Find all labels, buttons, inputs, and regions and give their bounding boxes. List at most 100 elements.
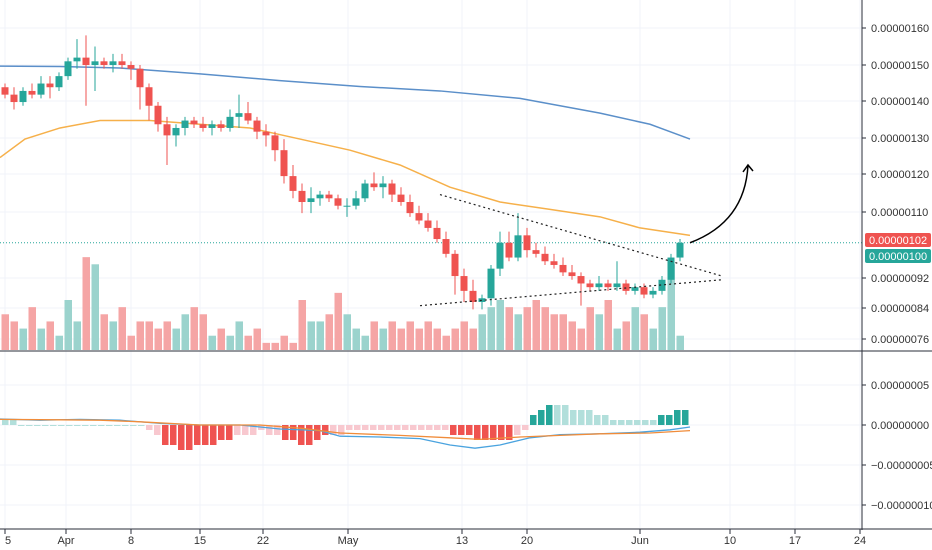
macd-histogram-bar: [170, 425, 177, 445]
macd-histogram-bar: [50, 425, 57, 426]
macd-histogram-bar: [82, 425, 89, 426]
macd-histogram-bar: [602, 415, 609, 425]
volume-bar: [523, 307, 531, 350]
volume-bar: [397, 328, 405, 350]
candle-body: [298, 190, 306, 203]
macd-histogram-bar: [146, 425, 153, 430]
volume-bar: [640, 314, 648, 350]
candle-body: [361, 183, 369, 199]
macd-panel[interactable]: [0, 405, 691, 450]
candle-body: [397, 194, 405, 203]
macd-histogram-bar: [354, 425, 361, 430]
candle-body: [460, 276, 468, 291]
candle-body: [235, 113, 243, 117]
volume-bar: [64, 300, 72, 350]
candle-body: [343, 205, 351, 207]
macd-tick-label: −0.00000010: [871, 500, 932, 512]
candle-body: [154, 105, 162, 125]
candle-body: [631, 287, 639, 291]
candle-body: [253, 120, 261, 132]
candle-body: [388, 183, 396, 195]
macd-histogram-bar: [162, 425, 169, 445]
candle-body: [550, 261, 558, 265]
candle-body: [127, 65, 135, 69]
candle-body: [109, 61, 117, 66]
macd-histogram-bar: [370, 425, 377, 430]
macd-histogram-bar: [202, 425, 209, 445]
macd-histogram-bar: [242, 425, 249, 435]
candle-body: [316, 194, 324, 199]
candle-body: [46, 83, 54, 88]
price-panel[interactable]: [0, 35, 862, 350]
price-tick-label: 0.00000120: [871, 169, 929, 181]
macd-histogram-bar: [74, 425, 81, 426]
macd-histogram-bar: [218, 425, 225, 440]
volume-bar: [406, 321, 414, 350]
macd-histogram-bar: [346, 425, 353, 430]
candle-body: [667, 257, 675, 280]
macd-histogram-bar: [66, 425, 73, 426]
macd-histogram-bar: [266, 425, 273, 435]
macd-histogram-bar: [362, 425, 369, 430]
candle-body: [118, 61, 126, 66]
macd-histogram-bar: [450, 425, 457, 435]
time-tick-label: 22: [257, 535, 269, 547]
macd-histogram-bar: [42, 425, 49, 426]
volume-bar: [568, 321, 576, 350]
candle-body: [406, 202, 414, 214]
time-tick-label: 15: [194, 535, 206, 547]
candle-body: [289, 176, 297, 191]
candle-body: [10, 94, 18, 103]
macd-histogram-bar: [666, 415, 673, 425]
candle-body: [415, 213, 423, 221]
candle-body: [307, 198, 315, 203]
candle-body: [505, 242, 513, 258]
macd-histogram-bar: [674, 410, 681, 425]
volume-bar: [181, 314, 189, 350]
arrow-head: [742, 163, 754, 173]
candle-body: [28, 90, 36, 95]
ma-orange-line: [0, 119, 691, 237]
candle-body: [199, 124, 207, 128]
volume-bar: [667, 264, 675, 350]
candle-body: [676, 242, 684, 258]
macd-histogram-bar: [498, 425, 505, 440]
volume-bar: [172, 328, 180, 350]
macd-histogram-bar: [682, 410, 689, 425]
candle-body: [379, 183, 387, 188]
candle-body: [82, 57, 90, 66]
macd-histogram-bar: [122, 425, 129, 426]
candle-body: [541, 253, 549, 262]
volume-bar: [226, 335, 234, 350]
time-tick-label: 20: [521, 535, 533, 547]
candle-body: [568, 272, 576, 277]
volume-bar: [649, 328, 657, 350]
candle-body: [559, 264, 567, 273]
macd-histogram-bar: [138, 425, 145, 426]
volume-bar: [514, 314, 522, 350]
candle-body: [532, 250, 540, 254]
macd-histogram-bar: [650, 420, 657, 425]
volume-bar: [586, 307, 594, 350]
volume-bar: [559, 314, 567, 350]
price-tag: [865, 233, 931, 247]
macd-histogram-bar: [322, 425, 329, 435]
macd-tick-label: 0.00000005: [871, 380, 929, 392]
volume-bar: [334, 292, 342, 350]
price-tag: [865, 249, 931, 263]
volume-bar: [55, 335, 63, 350]
trendline-upper: [439, 194, 723, 277]
macd-histogram-bar: [514, 425, 521, 435]
macd-histogram-bar: [178, 425, 185, 450]
candle-body: [226, 116, 234, 128]
macd-histogram-bar: [306, 425, 313, 445]
volume-bar: [433, 328, 441, 350]
time-tick-label: 5: [5, 535, 11, 547]
macd-histogram-bar: [106, 425, 113, 426]
macd-histogram-bar: [562, 405, 569, 425]
macd-histogram-bar: [226, 425, 233, 440]
signal-line: [0, 418, 691, 441]
